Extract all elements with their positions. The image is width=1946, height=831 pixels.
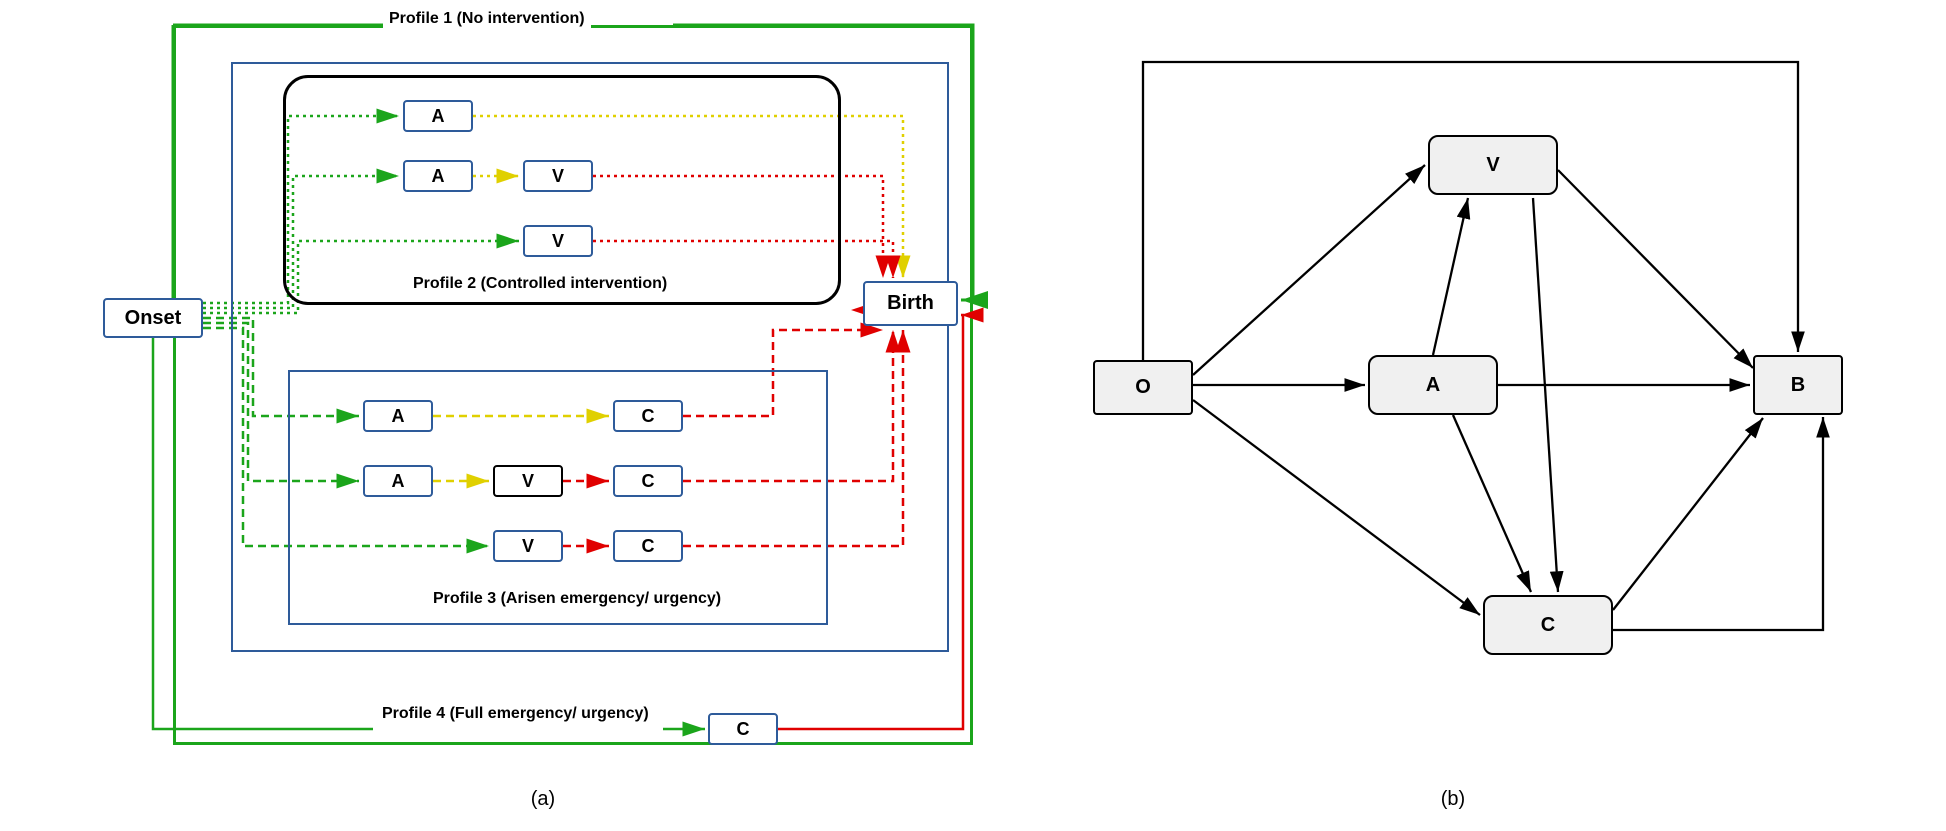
- profile1-label: Profile 1 (No intervention): [383, 10, 591, 28]
- edge-b-9: [1613, 418, 1763, 610]
- figure-a-caption: (a): [93, 788, 993, 811]
- profile4-label: Profile 4 (Full emergency/ urgency): [378, 705, 653, 723]
- edge-b-8: [1533, 198, 1558, 592]
- edge-b-3: [1193, 400, 1480, 615]
- figure-b-diagram: O V A C B: [1053, 20, 1853, 780]
- node-p3_a1: A: [363, 400, 433, 432]
- edge-b-10: [1613, 417, 1823, 630]
- node-p3_v2: V: [493, 530, 563, 562]
- node-p4_c: C: [708, 713, 778, 745]
- node-onset: Onset: [103, 298, 203, 338]
- profile2-label: Profile 2 (Controlled intervention): [413, 275, 667, 293]
- figure-a-diagram: Profile 2 (Controlled intervention) Profi…: [93, 20, 993, 780]
- edge-b-7: [1558, 170, 1753, 368]
- node-b-B: B: [1753, 355, 1843, 415]
- node-birth: Birth: [863, 281, 958, 326]
- figure-b-caption: (b): [1053, 788, 1853, 811]
- edge-b-1: [1193, 165, 1425, 375]
- edge-b-0: [1143, 62, 1798, 360]
- node-p3_v1: V: [493, 465, 563, 497]
- node-p3_c2: C: [613, 465, 683, 497]
- node-p2_v1: V: [523, 160, 593, 192]
- edge-b-6: [1453, 415, 1531, 592]
- edge-b-4: [1433, 198, 1468, 355]
- node-b-A: A: [1368, 355, 1498, 415]
- profile3-label: Profile 3 (Arisen emergency/ urgency): [433, 590, 721, 608]
- node-p2_a2: A: [403, 160, 473, 192]
- node-p2_a1: A: [403, 100, 473, 132]
- node-p2_v2: V: [523, 225, 593, 257]
- node-p3_c3: C: [613, 530, 683, 562]
- node-b-V: V: [1428, 135, 1558, 195]
- node-b-O: O: [1093, 360, 1193, 415]
- node-p3_c1: C: [613, 400, 683, 432]
- node-p3_a2: A: [363, 465, 433, 497]
- node-b-C: C: [1483, 595, 1613, 655]
